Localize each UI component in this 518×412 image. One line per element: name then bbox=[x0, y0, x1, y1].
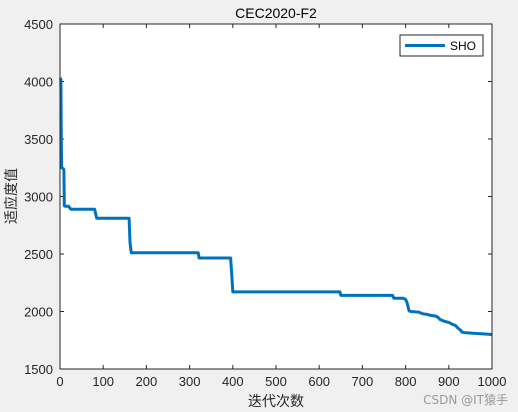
y-tick-label: 2500 bbox=[24, 247, 53, 262]
y-tick-label: 3500 bbox=[24, 132, 53, 147]
plot-area bbox=[60, 24, 492, 369]
x-tick-label: 700 bbox=[352, 374, 374, 389]
x-tick-label: 0 bbox=[56, 374, 63, 389]
x-tick-label: 300 bbox=[179, 374, 201, 389]
x-tick-label: 600 bbox=[308, 374, 330, 389]
y-tick-label: 4000 bbox=[24, 75, 53, 90]
series-line-sho bbox=[58, 77, 493, 336]
axis-ticks: 0 100 200 300 400 500 600 700 800 900 1000 1500 2000… bbox=[24, 17, 506, 389]
x-tick-label: 100 bbox=[92, 374, 114, 389]
x-axis-label: 迭代次数 bbox=[248, 394, 304, 410]
chart-title: CEC2020-F2 bbox=[235, 5, 317, 21]
x-tick-label: 800 bbox=[395, 374, 417, 389]
x-tick-label: 500 bbox=[265, 374, 287, 389]
y-tick-label: 1500 bbox=[24, 362, 53, 377]
y-tick-label: 3000 bbox=[24, 190, 53, 205]
x-tick-label: 200 bbox=[136, 374, 158, 389]
y-axis-label: 适应度值 bbox=[3, 168, 20, 224]
x-tick-label: 400 bbox=[222, 374, 244, 389]
x-tick-label: 1000 bbox=[478, 374, 507, 389]
legend-label-sho: SHO bbox=[450, 39, 476, 53]
watermark: CSDN @IT猿手 bbox=[423, 393, 508, 407]
x-tick-label: 900 bbox=[438, 374, 460, 389]
legend: SHO bbox=[399, 34, 484, 57]
plot-frame bbox=[59, 23, 493, 370]
y-tick-label: 2000 bbox=[24, 305, 53, 320]
y-tick-label: 4500 bbox=[24, 17, 53, 32]
